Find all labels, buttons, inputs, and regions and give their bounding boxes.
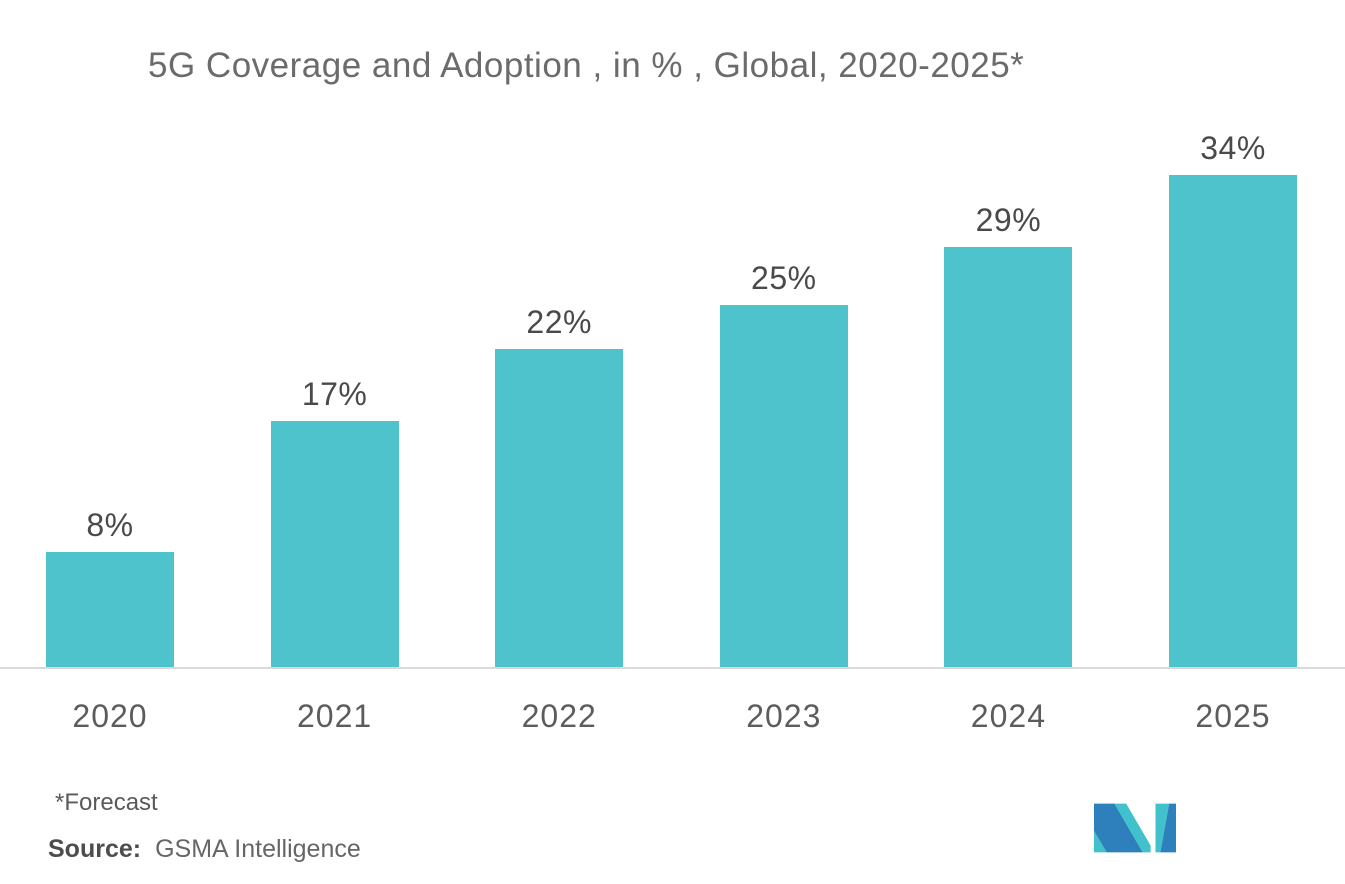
chart-title: 5G Coverage and Adoption , in % , Global…	[148, 46, 1025, 85]
x-tick-2022: 2022	[521, 698, 597, 734]
x-tick-2020: 2020	[72, 698, 148, 734]
forecast-note: *Forecast	[55, 789, 158, 816]
bar-2024	[944, 247, 1073, 668]
bar-2023	[719, 305, 848, 668]
plot-area: 8% 17% 22% 25% 29% 34%	[46, 115, 1297, 668]
bar-2020	[46, 552, 174, 668]
source-line: Source: GSMA Intelligence	[48, 835, 361, 864]
source-value: GSMA Intelligence	[155, 835, 361, 863]
bar-group-2025: 34%	[1169, 115, 1297, 668]
mordor-intelligence-logo	[1094, 803, 1176, 853]
x-tick-2021: 2021	[297, 698, 373, 734]
bar-value-label-2023: 25%	[751, 260, 817, 296]
bar-value-label-2024: 29%	[975, 202, 1042, 238]
bar-value-label-2022: 22%	[526, 304, 592, 340]
bar-value-label-2025: 34%	[1200, 130, 1266, 166]
x-axis-line	[0, 667, 1345, 669]
bar-group-2024: 29%	[944, 187, 1073, 668]
bar-group-2022: 22%	[495, 289, 624, 668]
logo-teal-wedge	[1094, 830, 1107, 853]
logo-teal-right	[1155, 803, 1170, 853]
bar-value-label-2020: 8%	[86, 507, 134, 543]
source-label: Source:	[48, 835, 142, 863]
logo-blue-right	[1160, 803, 1176, 853]
bar-2025	[1169, 175, 1297, 668]
bar-value-label-2021: 17%	[301, 376, 368, 412]
logo-blue-band	[1094, 803, 1143, 853]
bar-group-2020: 8%	[46, 492, 174, 668]
bar-2022	[495, 349, 624, 668]
logo-teal-band	[1114, 803, 1151, 853]
bar-2021	[270, 421, 399, 668]
x-tick-2025: 2025	[1195, 698, 1271, 734]
x-tick-2024: 2024	[970, 698, 1046, 734]
bar-group-2023: 25%	[719, 245, 848, 668]
bar-group-2021: 17%	[270, 361, 399, 668]
x-tick-2023: 2023	[746, 698, 822, 734]
